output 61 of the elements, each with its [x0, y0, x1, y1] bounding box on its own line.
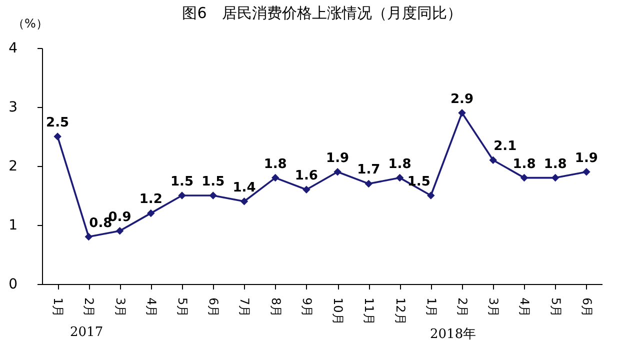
data-label: 1.5 — [202, 174, 225, 190]
data-label: 1.5 — [170, 174, 194, 190]
x-tick-label: 9月 — [300, 298, 314, 318]
data-label: 2.1 — [494, 139, 517, 154]
point — [271, 174, 280, 182]
data-label: 1.6 — [294, 168, 318, 184]
y-tick-label: 2 — [8, 158, 18, 174]
point — [582, 168, 590, 176]
y-tick-label: 1 — [8, 218, 18, 234]
data-label: 1.9 — [574, 150, 598, 166]
point — [520, 174, 528, 182]
x-tick-label: 2月 — [456, 298, 470, 318]
y-tick-label: 4 — [8, 40, 18, 56]
y-axis-title: （%） — [12, 16, 48, 30]
data-label: 1.8 — [264, 156, 287, 172]
x-tick-label: 7月 — [238, 298, 252, 318]
x-tick-label: 4月 — [518, 298, 532, 318]
point — [551, 174, 560, 182]
x-tick-label: 6月 — [580, 298, 594, 318]
data-label: 1.8 — [512, 156, 536, 172]
data-label: 2.9 — [450, 92, 474, 107]
point — [209, 192, 217, 200]
point — [396, 174, 404, 182]
x-tick-label: 8月 — [268, 298, 283, 318]
x-tick-label: 3月 — [486, 298, 501, 318]
data-label: 1.4 — [232, 180, 256, 196]
x-tick-label: 11月 — [362, 298, 376, 325]
point — [178, 192, 186, 200]
point — [54, 132, 62, 140]
x-tick-label: 10月 — [331, 298, 346, 325]
data-label: 2.5 — [46, 116, 70, 130]
x-tick-label: 5月 — [548, 298, 563, 318]
text: 2017 — [70, 325, 104, 340]
x-tick-label: 4月 — [144, 298, 158, 318]
y-tick-label: 3 — [8, 100, 18, 116]
point — [458, 109, 466, 117]
y-tick-label: 0 — [8, 276, 18, 292]
x-tick-label: 6月 — [206, 298, 221, 318]
x-tick-label: 5月 — [176, 298, 190, 318]
data-label: 1.5 — [407, 174, 430, 190]
chart-title: 图6 居民消费价格上涨情况（月度同比） — [182, 4, 462, 22]
x-tick-label: 1月 — [51, 298, 66, 318]
x-tick-label: 3月 — [113, 298, 128, 318]
point — [334, 168, 342, 176]
x-tick-label: 12月 — [393, 298, 408, 325]
data-label: 1.7 — [357, 162, 380, 178]
point — [427, 192, 435, 200]
data-label: 1.2 — [139, 192, 162, 208]
x-tick-label: 1月 — [424, 298, 438, 318]
point — [116, 227, 124, 235]
data-label: 1.8 — [388, 156, 412, 172]
point — [302, 186, 310, 194]
text: 2018年 — [430, 326, 476, 343]
point — [84, 232, 93, 241]
point — [240, 198, 248, 206]
point — [147, 209, 155, 218]
x-tick-label: 2月 — [82, 298, 96, 318]
data-label: 1.9 — [326, 150, 350, 166]
point — [489, 156, 497, 164]
point — [364, 180, 373, 188]
data-label: 1.8 — [544, 156, 567, 172]
